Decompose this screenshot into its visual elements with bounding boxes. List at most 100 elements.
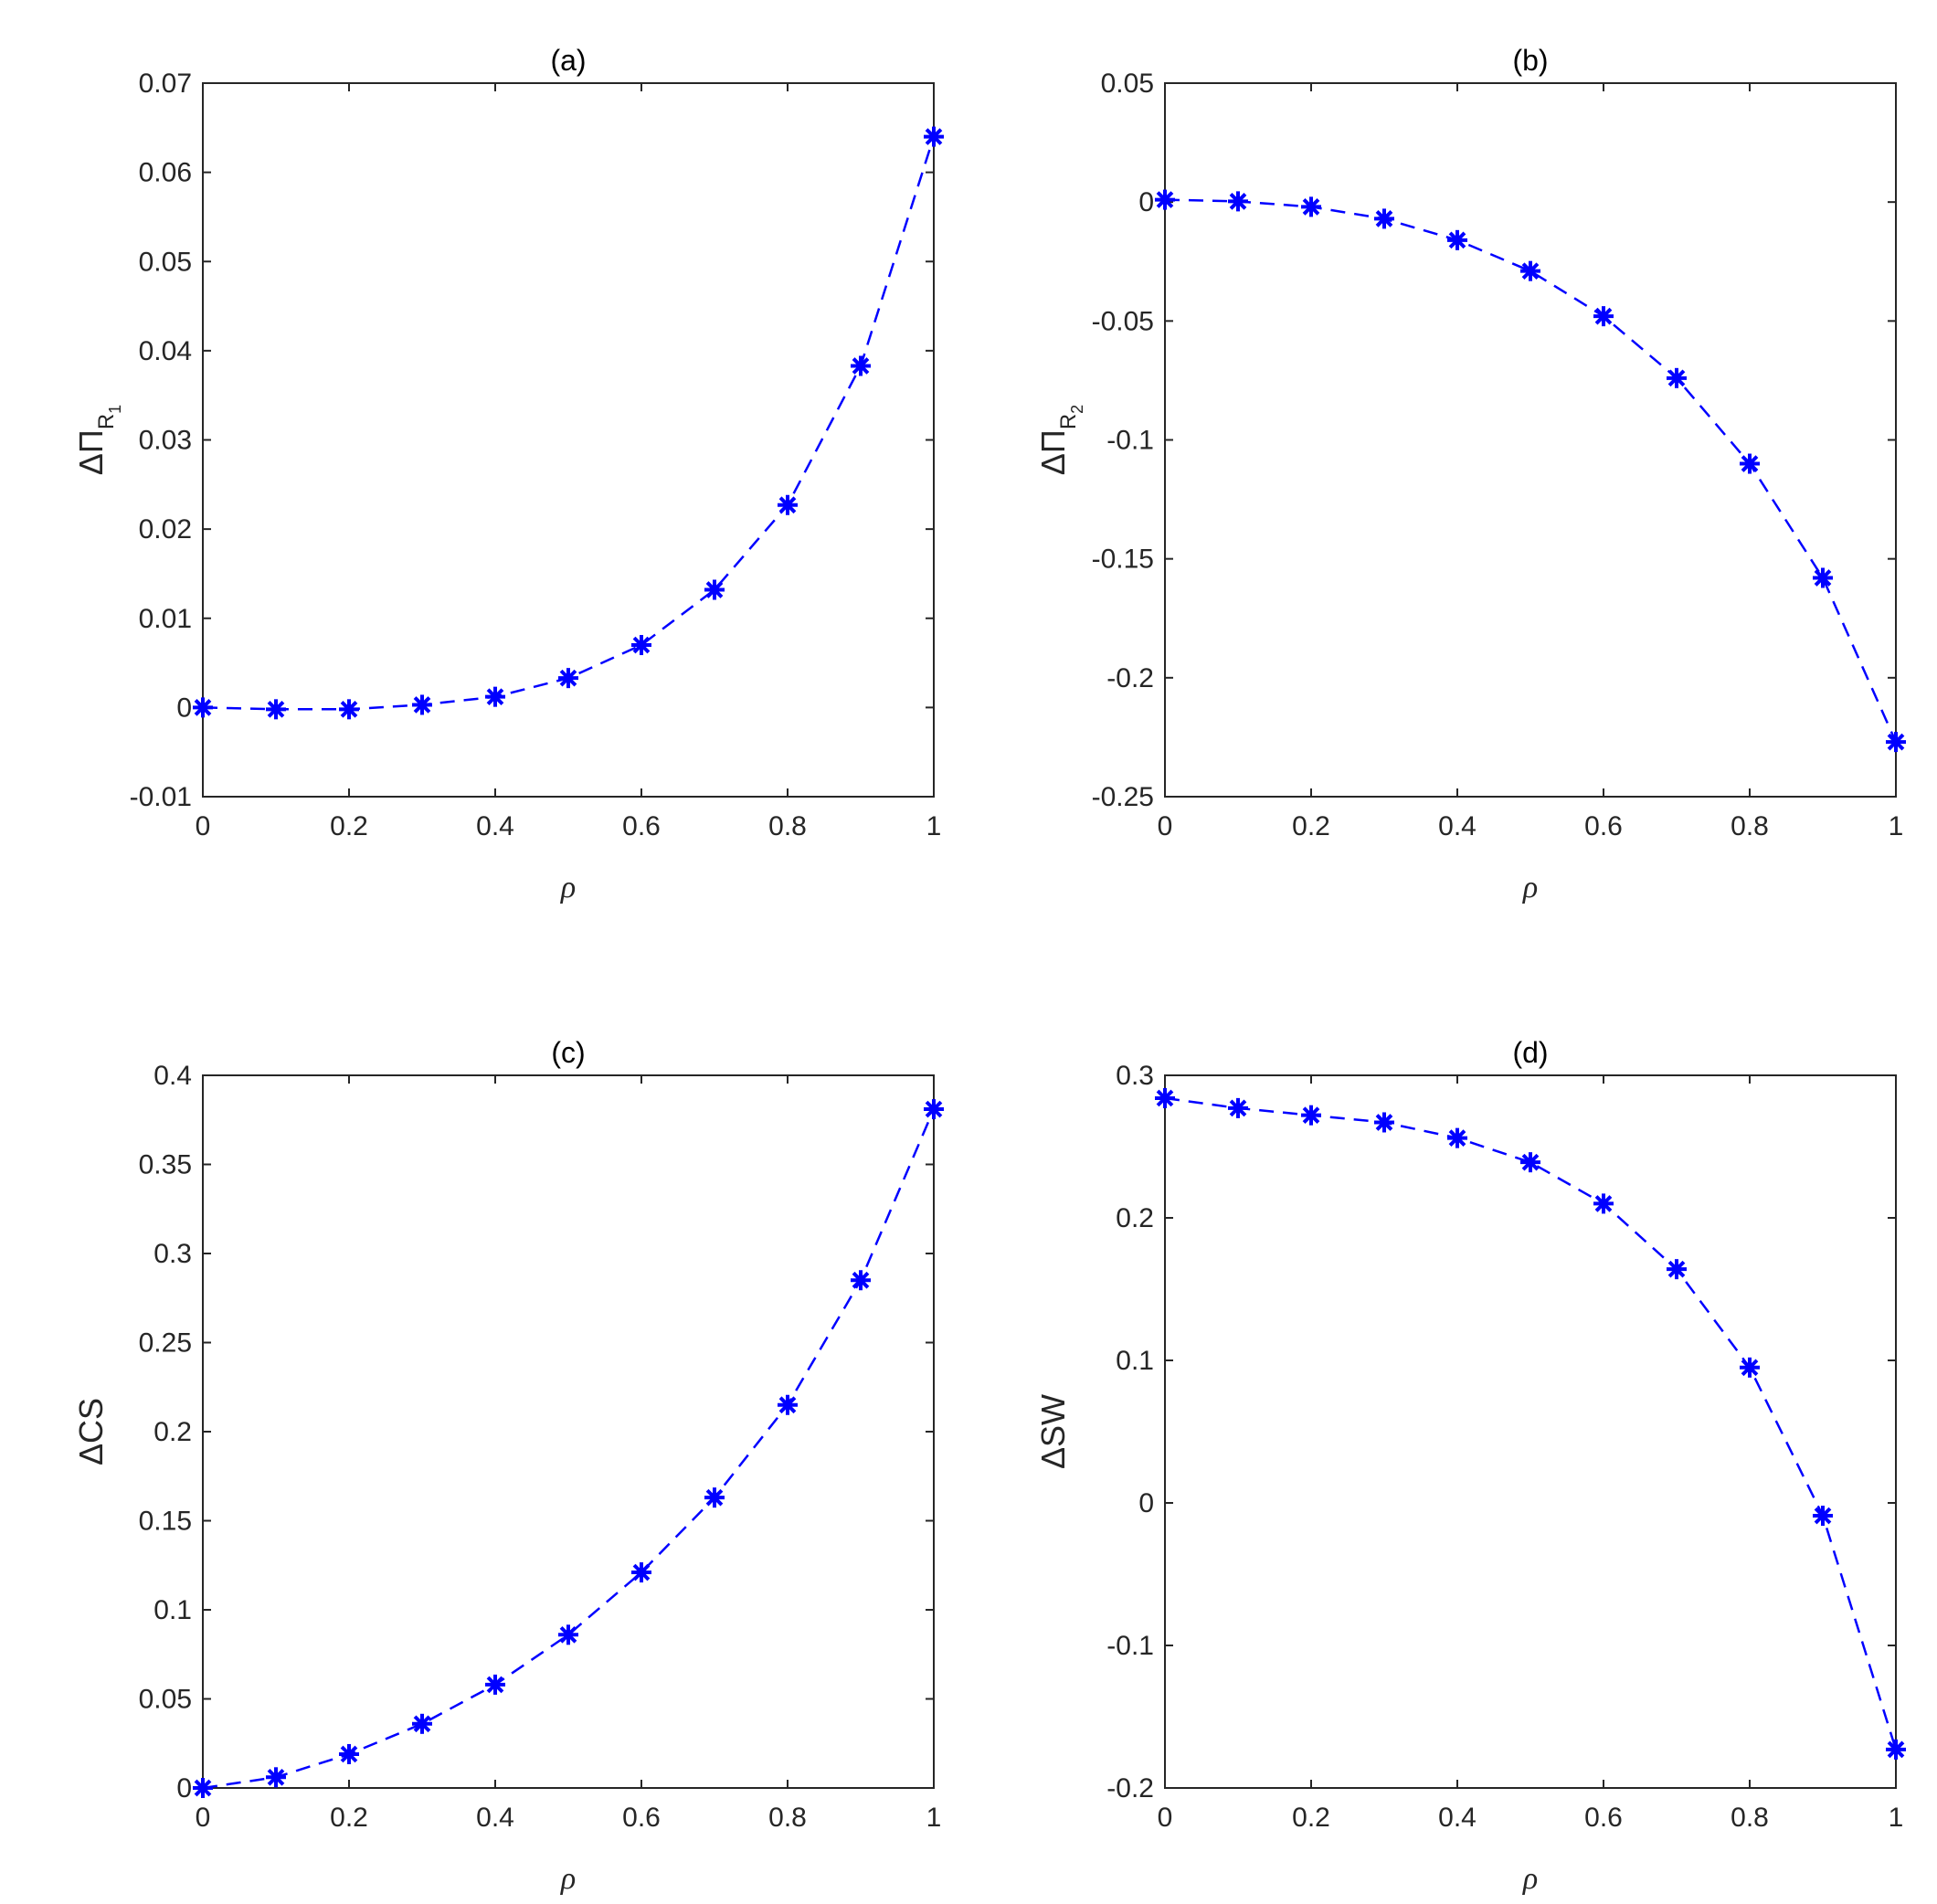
y-tick-label: 0.05 [139, 247, 192, 277]
chart-panel-4: (d) 0 0.2 0.4 0.6 0.8 1 -0.2 -0.1 0 0.1 0.2 0.3 ρ ΔSW [1034, 1036, 1906, 1896]
y-tick-label: 0.07 [139, 69, 192, 99]
data-point [339, 699, 359, 720]
data-point [1447, 1127, 1467, 1148]
y-tick-label: 0.1 [1116, 1346, 1154, 1376]
x-tick-label: 0.8 [768, 1803, 807, 1833]
data-point [1520, 1152, 1540, 1173]
data-point [485, 1674, 505, 1695]
data-point [1155, 1087, 1175, 1108]
x-tick-label: 0 [196, 811, 211, 841]
x-tick-label: 0 [1158, 811, 1173, 841]
data-point [1374, 208, 1394, 229]
x-tick-label: 0.4 [476, 811, 514, 841]
y-tick-label: 0.05 [1101, 69, 1154, 99]
chart-panel-2: (b) 0 0.2 0.4 0.6 0.8 1 -0.25 -0.2 -0.15 -0.1 -0.05… [1034, 44, 1906, 904]
data-point [778, 494, 798, 515]
x-tick-label: 1 [926, 811, 942, 841]
data-point [1447, 229, 1467, 250]
data-point [1667, 367, 1687, 388]
x-axis-label: ρ [560, 871, 576, 904]
y-tick-label: 0 [176, 693, 192, 723]
y-tick-label: 0 [1138, 1488, 1154, 1518]
x-tick-label: 0.4 [476, 1803, 514, 1833]
y-tick-label: 0.05 [139, 1685, 192, 1715]
data-point [1228, 1097, 1248, 1118]
x-tick-label: 0.6 [622, 1803, 661, 1833]
y-tick-label: 0.04 [139, 336, 192, 366]
x-tick-label: 0 [196, 1803, 211, 1833]
y-tick-label: 0.2 [1116, 1203, 1154, 1233]
data-point [1886, 732, 1906, 753]
x-tick-label: 0.6 [622, 811, 661, 841]
x-tick-label: 0.2 [330, 811, 368, 841]
y-tick-label: 0.03 [139, 426, 192, 456]
chart-title: (a) [550, 44, 586, 77]
data-point [193, 697, 213, 718]
data-point [1301, 196, 1321, 217]
x-tick-label: 0.6 [1584, 811, 1623, 841]
data-point [412, 1713, 432, 1734]
chart-panel-3: (c) 0 0.2 0.4 0.6 0.8 1 0 0.05 0.1 0.15 0.2 0.25 0.3 0… [72, 1036, 944, 1896]
y-axis-label: ΔΠR1 [72, 405, 124, 475]
plot-frame [202, 1074, 935, 1789]
data-point [631, 1562, 651, 1583]
data-point [851, 355, 871, 376]
data-point [778, 1394, 798, 1415]
y-tick-label: -0.1 [1106, 1631, 1154, 1661]
data-point [339, 1743, 359, 1764]
x-tick-label: 0.6 [1584, 1803, 1623, 1833]
chart-title: (d) [1512, 1036, 1548, 1069]
y-tick-label: 0.2 [153, 1417, 192, 1447]
y-tick-label: 0.06 [139, 158, 192, 188]
plot-frame [1164, 82, 1897, 798]
chart-panel-1: (a)0 0.2 0.4 0.6 0.8 1-0.0100.010.020.030.040… [72, 44, 944, 904]
y-tick-label: 0.1 [153, 1595, 192, 1625]
data-point [851, 1270, 871, 1291]
data-point [1593, 306, 1614, 327]
y-tick-label: 0 [176, 1773, 192, 1804]
y-tick-label: -0.25 [1092, 782, 1154, 812]
y-axis-label: ΔSW [1034, 1394, 1072, 1469]
y-axis-label: ΔΠR2 [1034, 405, 1086, 475]
y-tick-label: 0.3 [1116, 1061, 1154, 1091]
x-tick-label: 0.4 [1438, 811, 1477, 841]
y-tick-label: -0.2 [1106, 663, 1154, 693]
y-tick-label: 0.25 [139, 1328, 192, 1359]
y-tick-label: -0.1 [1106, 426, 1154, 456]
x-tick-label: 0.4 [1438, 1803, 1477, 1833]
data-point [1301, 1105, 1321, 1126]
data-point [1813, 567, 1833, 588]
series-line [202, 1108, 936, 1790]
x-tick-label: 1 [1889, 811, 1904, 841]
x-tick-label: 0.2 [1292, 1803, 1330, 1833]
data-point [924, 126, 944, 147]
series-line [1164, 1096, 1898, 1751]
y-tick-label: -0.2 [1106, 1773, 1154, 1804]
data-point [924, 1099, 944, 1120]
data-point [1740, 1357, 1760, 1378]
x-axis-label: ρ [560, 1862, 576, 1896]
data-point [1593, 1193, 1614, 1214]
data-point [1667, 1259, 1687, 1280]
y-tick-label: 0.01 [139, 604, 192, 634]
data-point [1813, 1506, 1833, 1527]
x-tick-label: 0.2 [1292, 811, 1330, 841]
data-point [1374, 1112, 1394, 1133]
y-tick-label: 0.02 [139, 514, 192, 545]
data-point [412, 694, 432, 715]
data-point [1740, 453, 1760, 474]
data-point [631, 635, 651, 656]
y-tick-label: -0.05 [1092, 306, 1154, 336]
data-point [558, 668, 578, 689]
x-tick-label: 0 [1158, 1803, 1173, 1833]
data-point [1228, 191, 1248, 212]
data-point [266, 699, 286, 720]
data-point [1155, 189, 1175, 210]
y-tick-label: 0.3 [153, 1239, 192, 1269]
data-point [485, 686, 505, 707]
data-point [1520, 260, 1540, 281]
data-point [558, 1624, 578, 1645]
x-axis-label: ρ [1522, 1862, 1538, 1896]
chart-title: (c) [551, 1036, 585, 1069]
